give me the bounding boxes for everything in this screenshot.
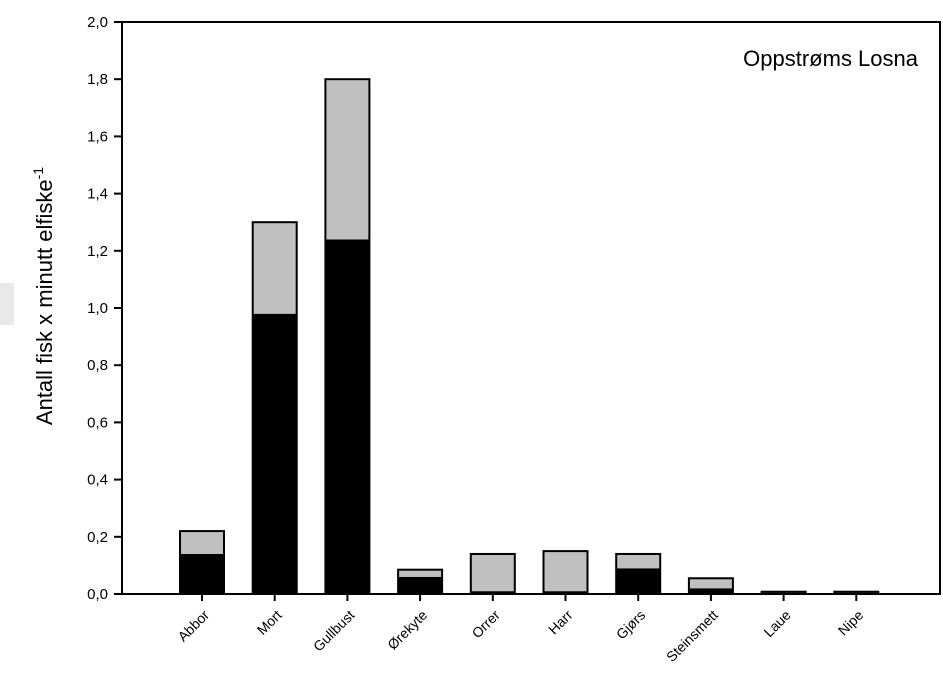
bar-segment xyxy=(398,576,443,594)
y-axis-ticks: 0,0 0,2 0,4 0,6 0,8 1,0 1,2 1,4 1,6 1,8 2,0 xyxy=(87,14,122,603)
x-tick-label: Gullbust xyxy=(310,607,358,655)
x-axis-labels: Abbor Mort Gullbust Ørekyte Orrer Harr Gjørs St… xyxy=(174,594,867,665)
bar-segment xyxy=(398,569,443,577)
y-axis-title-text: Antall fisk x minutt elfiske xyxy=(32,179,57,425)
y-tick-label: 0,8 xyxy=(87,357,108,374)
y-tick-label: 1,6 xyxy=(87,128,108,145)
bar-segment xyxy=(180,553,224,594)
bar-segment xyxy=(470,553,515,592)
bar-segment xyxy=(180,531,224,554)
y-axis-title: Antall fisk x minutt elfiske-1 xyxy=(30,167,57,425)
bar-segment xyxy=(543,551,588,592)
x-tick-label: Steinsmett xyxy=(663,607,721,665)
side-marker xyxy=(0,283,14,325)
bar-segment xyxy=(616,553,661,569)
x-tick-label: Ørekyte xyxy=(384,607,430,653)
bar-segment xyxy=(252,222,297,314)
bars xyxy=(179,78,880,596)
x-tick-label: Abbor xyxy=(174,607,212,645)
y-tick-label: 0,0 xyxy=(87,586,108,603)
bar-segment xyxy=(325,79,370,240)
bar-segment xyxy=(616,568,661,594)
x-tick-label: Laue xyxy=(760,607,793,640)
y-tick-label: 1,2 xyxy=(87,243,108,260)
x-tick-label: Mort xyxy=(254,607,285,638)
bar-segment xyxy=(688,588,733,594)
y-axis-title-superscript: -1 xyxy=(30,167,46,180)
x-tick-label: Orrer xyxy=(469,607,504,642)
bar-segment xyxy=(470,591,515,594)
y-tick-label: 1,4 xyxy=(87,186,108,203)
y-tick-label: 2,0 xyxy=(87,14,108,31)
chart-annotation: Oppstrøms Losna xyxy=(743,46,919,71)
bar-segment xyxy=(325,239,370,595)
x-tick-label: Nipe xyxy=(835,607,867,639)
bar-segment xyxy=(543,591,588,594)
plot-frame xyxy=(121,21,941,595)
x-tick-label: Harr xyxy=(545,607,576,638)
bar-segment xyxy=(252,313,297,594)
bar-segment xyxy=(688,578,733,589)
y-tick-label: 1,8 xyxy=(87,71,108,88)
y-tick-label: 0,2 xyxy=(87,529,108,546)
y-tick-label: 0,4 xyxy=(87,472,108,489)
x-tick-label: Gjørs xyxy=(613,607,649,643)
y-tick-label: 0,6 xyxy=(87,414,108,431)
y-tick-label: 1,0 xyxy=(87,300,108,317)
